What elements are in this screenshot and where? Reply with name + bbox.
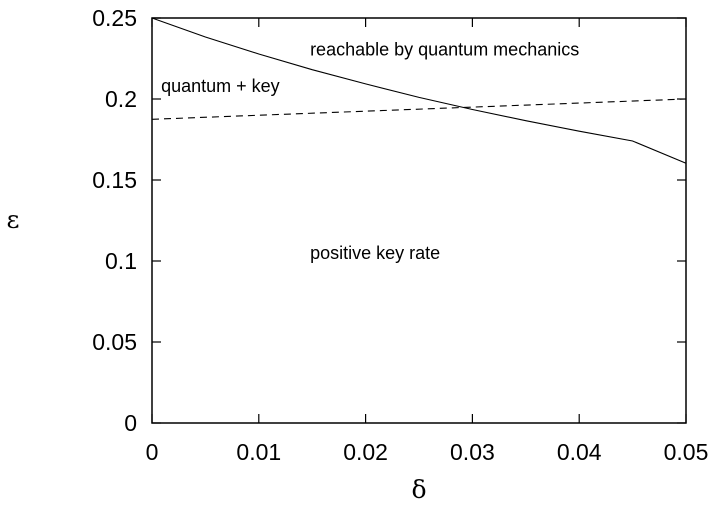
y-tick-label: 0.15 — [92, 167, 137, 193]
x-tick-label: 0.02 — [343, 439, 388, 465]
plot-frame — [151, 17, 687, 424]
y-tick-label: 0.2 — [105, 86, 137, 112]
annotation-label: reachable by quantum mechanics — [310, 40, 579, 60]
y-tick-label: 0.25 — [92, 5, 137, 31]
x-tick-label: 0.04 — [557, 439, 602, 465]
series-line-dashed — [151, 98, 687, 120]
x-tick-label: 0.01 — [236, 439, 281, 465]
annotation-label: positive key rate — [310, 243, 440, 263]
y-axis-label: ε — [7, 205, 20, 234]
ticks: 0 0.01 0.02 0.03 0.04 0.05 0 0.05 0.1 0.15 0.2 0.25 — [92, 5, 708, 465]
x-tick-label: 0.05 — [664, 439, 709, 465]
series — [151, 17, 687, 164]
x-tick-label: 0 — [146, 439, 159, 465]
y-tick-label: 0 — [124, 410, 137, 436]
y-tick-label: 0.05 — [92, 329, 137, 355]
annotation-label: quantum + key — [161, 76, 280, 96]
annotations: reachable by quantum mechanics quantum + … — [161, 40, 579, 263]
x-tick-label: 0.03 — [450, 439, 495, 465]
y-tick-label: 0.1 — [105, 248, 137, 274]
x-axis-label: δ — [411, 475, 426, 504]
series-line-solid — [151, 17, 687, 164]
